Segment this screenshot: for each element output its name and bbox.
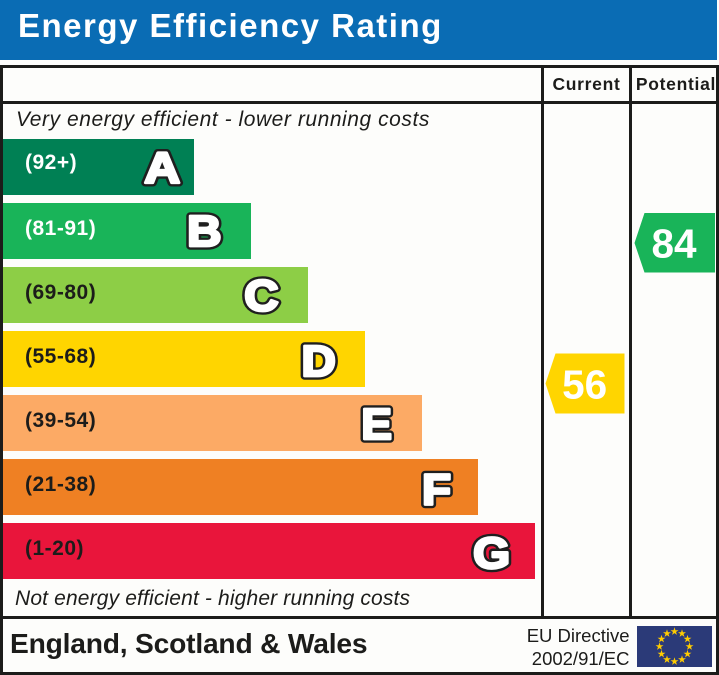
svg-text:G: G bbox=[473, 528, 510, 577]
svg-text:C: C bbox=[244, 271, 278, 320]
svg-text:A: A bbox=[144, 143, 180, 192]
svg-text:F: F bbox=[422, 465, 451, 514]
svg-text:A: A bbox=[144, 143, 180, 192]
svg-text:F: F bbox=[422, 465, 451, 514]
svg-text:84: 84 bbox=[651, 221, 697, 267]
svg-text:G: G bbox=[473, 528, 510, 577]
svg-text:E: E bbox=[361, 399, 392, 449]
svg-text:E: E bbox=[361, 399, 392, 449]
svg-text:56: 56 bbox=[562, 361, 607, 407]
svg-text:B: B bbox=[187, 207, 221, 256]
svg-text:B: B bbox=[187, 207, 221, 256]
svg-text:C: C bbox=[244, 271, 278, 320]
svg-text:D: D bbox=[302, 337, 336, 386]
svg-text:D: D bbox=[302, 337, 336, 386]
